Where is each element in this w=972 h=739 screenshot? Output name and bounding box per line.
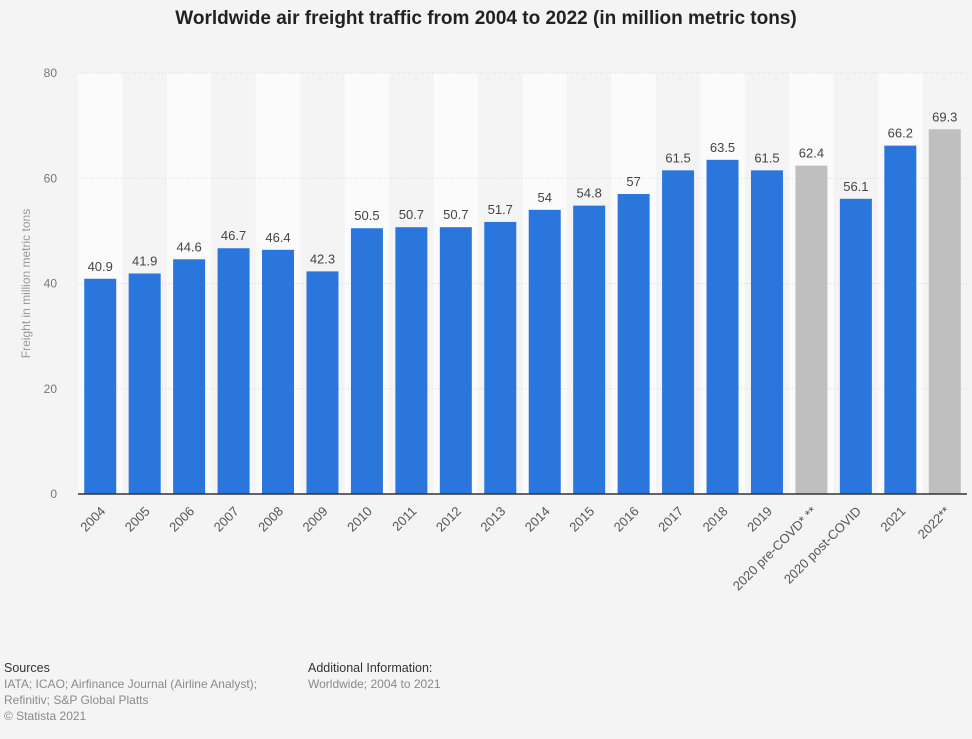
bar: [128, 273, 161, 494]
bar: [173, 259, 206, 494]
x-tick-label: 2015: [566, 504, 597, 535]
x-tick-label: 2020 pre-COVD* **: [730, 504, 820, 594]
data-label: 50.5: [354, 208, 379, 223]
data-label: 62.4: [799, 146, 824, 161]
data-label: 46.4: [265, 230, 290, 245]
sources-block: Sources IATA; ICAO; Airfinance Journal (…: [4, 660, 257, 724]
data-label: 46.7: [221, 228, 246, 243]
additional-info-heading: Additional Information:: [308, 661, 433, 675]
additional-info-line: Worldwide; 2004 to 2021: [308, 677, 441, 691]
bar: [839, 198, 872, 494]
y-tick-label: 40: [44, 277, 58, 291]
data-label: 54: [537, 190, 551, 205]
data-label: 41.9: [132, 254, 157, 269]
x-tick-label: 2013: [477, 504, 508, 535]
data-label: 40.9: [88, 259, 113, 274]
x-tick-label: 2020 post-COVID: [781, 504, 864, 587]
bar: [928, 129, 961, 494]
x-tick-label: 2005: [122, 504, 153, 535]
sources-line-2: Refinitiv; S&P Global Platts: [4, 693, 149, 707]
x-tick-label: 2008: [255, 504, 286, 535]
bar: [573, 205, 606, 495]
x-tick-label: 2006: [166, 504, 197, 535]
bar: [395, 227, 428, 494]
data-label: 63.5: [710, 140, 735, 155]
data-label: 54.8: [577, 186, 602, 201]
bar: [306, 271, 339, 494]
y-tick-label: 80: [44, 66, 58, 80]
x-tick-label: 2016: [611, 504, 642, 535]
y-axis-label: Freight in million metric tons: [19, 209, 33, 358]
bar: [750, 170, 783, 494]
bar: [528, 209, 561, 494]
x-tick-label: 2010: [344, 504, 375, 535]
bar: [706, 159, 739, 495]
y-tick-label: 60: [44, 171, 58, 185]
sources-heading: Sources: [4, 661, 50, 675]
data-label: 51.7: [488, 202, 513, 217]
x-tick-label: 2011: [389, 504, 419, 534]
data-label: 56.1: [843, 179, 868, 194]
data-label: 50.7: [443, 207, 468, 222]
data-label: 44.6: [176, 239, 201, 254]
data-label: 66.2: [888, 126, 913, 141]
x-tick-label: 2014: [522, 504, 553, 535]
bar: [439, 227, 472, 494]
sources-line-1: IATA; ICAO; Airfinance Journal (Airline …: [4, 677, 257, 691]
additional-info-block: Additional Information: Worldwide; 2004 …: [308, 660, 441, 692]
bar: [217, 248, 250, 494]
x-tick-label: 2009: [300, 504, 331, 535]
y-tick-label: 20: [44, 382, 58, 396]
bar: [884, 145, 917, 494]
chart-title: Worldwide air freight traffic from 2004 …: [175, 8, 797, 29]
x-tick-label: 2021: [877, 504, 908, 535]
data-label: 50.7: [399, 207, 424, 222]
x-tick-label: 2017: [655, 504, 686, 535]
x-tick-label: 2022**: [915, 504, 953, 542]
x-tick-label: 2018: [700, 504, 731, 535]
bar: [795, 165, 828, 494]
x-tick-label: 2019: [744, 504, 775, 535]
data-label: 61.5: [665, 150, 690, 165]
bar: [84, 278, 117, 494]
x-tick-label: 2004: [77, 504, 108, 535]
data-label: 57: [626, 174, 640, 189]
data-label: 61.5: [754, 150, 779, 165]
bar: [350, 228, 383, 494]
copyright-line: © Statista 2021: [4, 709, 87, 723]
x-tick-label: 2007: [211, 504, 242, 535]
x-tick-label: 2012: [433, 504, 464, 535]
bar-chart: 0 20 40 60 80 Freight in million metric tons 4…: [19, 66, 967, 594]
y-tick-label: 0: [50, 487, 57, 501]
bar: [662, 170, 695, 494]
bar: [262, 249, 295, 494]
bar: [484, 221, 517, 494]
data-label: 69.3: [932, 109, 957, 124]
data-label: 42.3: [310, 251, 335, 266]
bar: [617, 194, 650, 494]
